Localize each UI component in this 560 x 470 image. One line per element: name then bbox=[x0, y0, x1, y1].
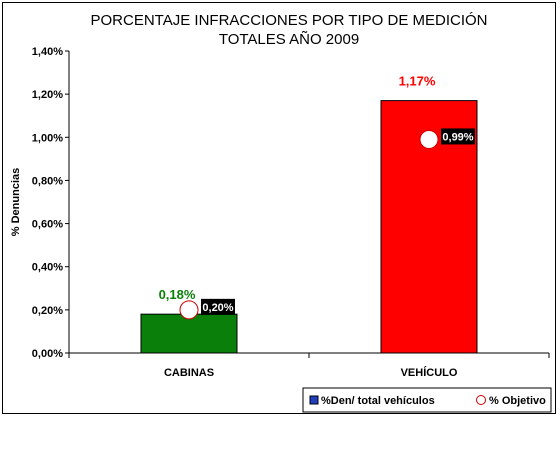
bar-chart: PORCENTAJE INFRACCIONES POR TIPO DE MEDI… bbox=[10, 12, 552, 413]
y-tick-label: 0,40% bbox=[32, 262, 63, 274]
y-tick-label: 1,40% bbox=[32, 46, 63, 58]
y-tick-label: 0,00% bbox=[32, 348, 63, 360]
bar-data-label: 0,18% bbox=[159, 287, 196, 302]
y-tick-label: 0,60% bbox=[32, 219, 63, 231]
target-label-box bbox=[201, 298, 235, 315]
y-tick-label: 0,20% bbox=[32, 305, 63, 317]
target-data-label: 0,99% bbox=[442, 131, 473, 143]
legend-box bbox=[302, 387, 552, 413]
bar bbox=[140, 313, 238, 354]
x-tick-label: CABINAS bbox=[164, 367, 214, 379]
legend-swatch-marker bbox=[476, 395, 486, 405]
chart-title-line-1: PORCENTAJE INFRACCIONES POR TIPO DE MEDI… bbox=[91, 12, 488, 29]
legend-swatch-bar bbox=[309, 395, 319, 405]
x-tick-label: VEHÍCULO bbox=[401, 366, 458, 379]
y-tick-label: 1,00% bbox=[32, 132, 63, 144]
chart-frame: PORCENTAJE INFRACCIONES POR TIPO DE MEDI… bbox=[2, 2, 556, 414]
legend-label-bar: %Den/ total vehículos bbox=[321, 395, 435, 407]
target-label-box bbox=[441, 128, 475, 145]
y-tick-label: 0,80% bbox=[32, 175, 63, 187]
chart-title-line-2: TOTALES AÑO 2009 bbox=[219, 31, 359, 48]
bar-data-label: 1,17% bbox=[399, 74, 436, 89]
y-tick-label: 1,20% bbox=[32, 89, 63, 101]
target-marker bbox=[419, 129, 439, 149]
y-axis-label: % Denuncias bbox=[10, 168, 22, 236]
target-marker bbox=[179, 300, 199, 320]
legend-label-marker: % Objetivo bbox=[489, 395, 546, 407]
target-data-label: 0,20% bbox=[202, 302, 233, 314]
